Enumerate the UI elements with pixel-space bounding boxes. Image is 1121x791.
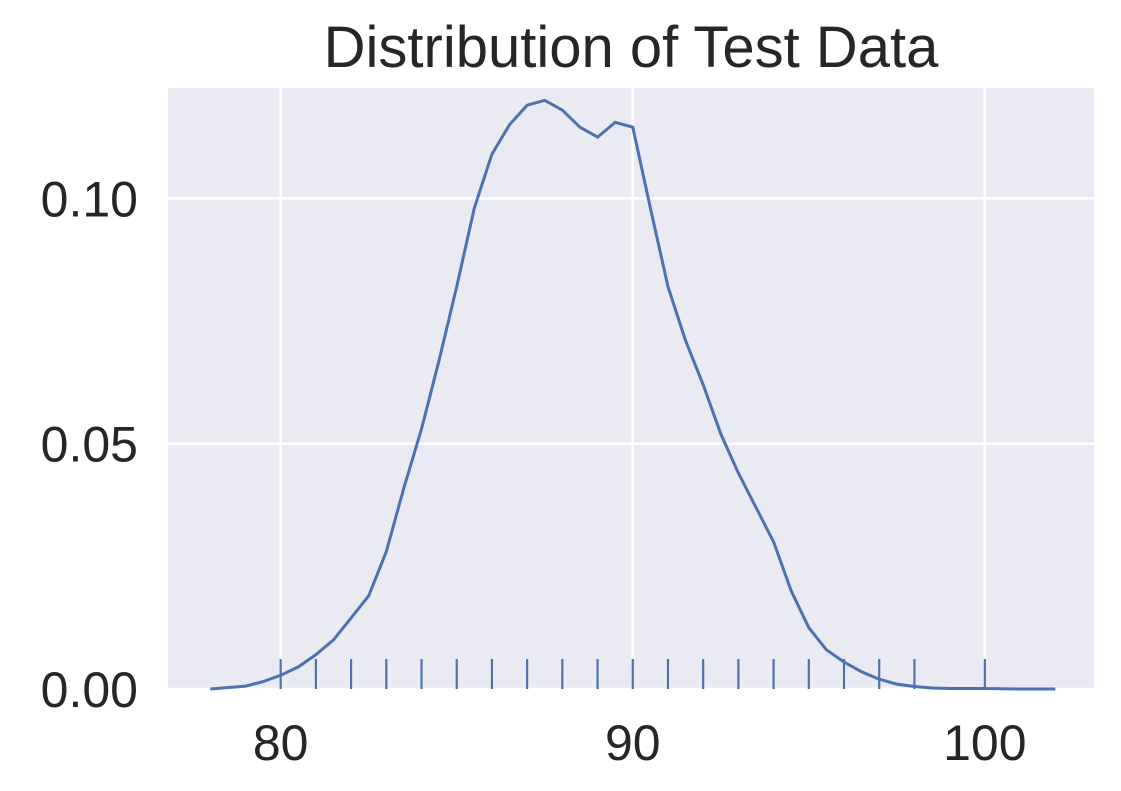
chart-title: Distribution of Test Data bbox=[324, 15, 939, 80]
x-tick-label: 80 bbox=[253, 715, 309, 771]
kde-curve bbox=[210, 98, 1056, 691]
y-tick-label: 0.00 bbox=[41, 662, 138, 718]
tick-labels: 80 90 100 0.00 0.05 0.10 bbox=[41, 171, 1027, 771]
plot-area bbox=[168, 88, 1094, 689]
x-tick-label: 100 bbox=[943, 715, 1026, 771]
x-tick-label: 90 bbox=[605, 715, 661, 771]
y-tick-label: 0.05 bbox=[41, 417, 138, 473]
y-tick-label: 0.10 bbox=[41, 171, 138, 227]
rug-marks bbox=[279, 659, 986, 689]
